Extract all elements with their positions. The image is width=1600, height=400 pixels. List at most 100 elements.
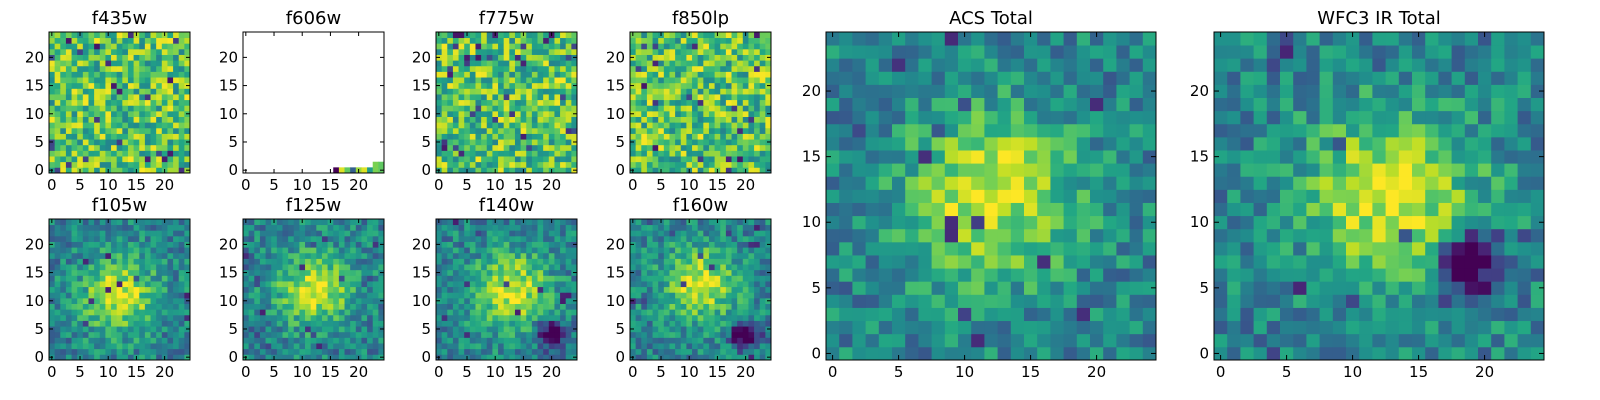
heatmap-cell xyxy=(65,241,72,248)
heatmap-cell xyxy=(265,314,272,321)
heatmap-cell xyxy=(686,150,693,157)
heatmap-cell xyxy=(161,264,168,271)
heatmap-cell xyxy=(571,161,578,168)
heatmap-cell xyxy=(1253,110,1268,125)
y-tick-label: 20 xyxy=(25,48,44,66)
heatmap-cell xyxy=(127,110,134,117)
heatmap-cell xyxy=(1266,228,1281,243)
heatmap-cell xyxy=(565,139,572,146)
heatmap-cell xyxy=(826,281,840,295)
heatmap-cell xyxy=(1332,228,1347,243)
heatmap-cell xyxy=(1090,110,1104,125)
heatmap-cell xyxy=(105,94,112,101)
heatmap-cell xyxy=(543,314,550,321)
heatmap-cell xyxy=(703,71,710,78)
heatmap-cell xyxy=(464,161,471,168)
heatmap-cell xyxy=(680,65,687,72)
heatmap-cell xyxy=(99,48,106,55)
heatmap-cell xyxy=(1306,84,1320,98)
heatmap-cell xyxy=(1332,307,1347,322)
heatmap-cell xyxy=(54,65,61,72)
heatmap-cell xyxy=(259,326,266,333)
heatmap-cell xyxy=(150,286,157,293)
heatmap-cell xyxy=(156,354,163,361)
heatmap-cell xyxy=(646,110,653,117)
heatmap-cell xyxy=(1332,215,1347,230)
heatmap-cell xyxy=(892,71,906,85)
heatmap-cell xyxy=(526,48,533,55)
heatmap-cell xyxy=(1090,215,1104,230)
heatmap-cell xyxy=(509,292,516,299)
heatmap-cell xyxy=(316,326,323,333)
heatmap-cell xyxy=(675,54,682,61)
heatmap-cell xyxy=(997,150,1012,164)
heatmap-cell xyxy=(984,281,998,295)
heatmap-cell xyxy=(531,292,538,299)
heatmap-cell xyxy=(878,281,893,295)
heatmap-cell xyxy=(1253,333,1268,348)
heatmap-cell xyxy=(663,77,670,84)
heatmap-cell xyxy=(565,71,572,78)
heatmap-cell xyxy=(1050,136,1064,151)
heatmap-cell xyxy=(565,292,572,299)
heatmap-cell xyxy=(1425,346,1439,361)
heatmap-cell xyxy=(361,252,368,259)
heatmap-cell xyxy=(248,281,255,288)
heatmap-cell xyxy=(271,224,278,231)
heatmap-cell xyxy=(1425,150,1439,164)
heatmap-cell xyxy=(646,105,653,112)
heatmap-cell xyxy=(635,65,642,72)
heatmap-cell xyxy=(1464,150,1479,164)
heatmap-cell xyxy=(492,139,499,146)
heatmap-cell xyxy=(531,309,538,316)
heatmap-cell xyxy=(111,303,118,310)
heatmap-cell xyxy=(77,297,84,304)
heatmap-cell xyxy=(1280,307,1294,322)
heatmap-cell xyxy=(571,127,578,134)
heatmap-cell xyxy=(531,48,538,55)
heatmap-cell xyxy=(184,161,191,168)
heatmap-cell xyxy=(77,122,84,129)
heatmap-cell xyxy=(1293,281,1307,295)
heatmap-cell xyxy=(167,309,174,316)
heatmap-cell xyxy=(355,230,362,237)
x-tick-label: 15 xyxy=(514,176,533,194)
y-tick-label: 0 xyxy=(811,344,821,362)
heatmap-cell xyxy=(133,348,140,355)
heatmap-cell xyxy=(372,297,379,304)
heatmap-cell xyxy=(944,333,959,348)
heatmap-cell xyxy=(1227,241,1241,256)
heatmap-cell xyxy=(531,354,538,361)
heatmap-cell xyxy=(737,167,744,174)
heatmap-cell xyxy=(1090,320,1104,335)
heatmap-cell xyxy=(697,156,704,163)
heatmap-cell xyxy=(105,348,112,355)
heatmap-cell xyxy=(282,354,289,361)
heatmap-cell xyxy=(1412,110,1426,125)
heatmap-cell xyxy=(663,156,670,163)
heatmap-cell xyxy=(686,161,693,168)
heatmap-cell xyxy=(350,331,357,338)
heatmap-cell xyxy=(697,88,704,95)
heatmap-cell xyxy=(144,116,151,123)
heatmap-cell xyxy=(167,247,174,254)
heatmap-cell xyxy=(931,150,946,164)
x-tick-label: 5 xyxy=(269,176,279,194)
heatmap-cell xyxy=(441,320,448,327)
heatmap-cell xyxy=(77,326,84,333)
heatmap-cell xyxy=(1253,241,1268,256)
heatmap-cell xyxy=(355,320,362,327)
heatmap-cell xyxy=(184,65,191,72)
heatmap-cell xyxy=(1076,241,1091,256)
heatmap-cell xyxy=(1319,32,1334,46)
heatmap-cell xyxy=(509,88,516,95)
heatmap-cell xyxy=(441,65,448,72)
heatmap-cell xyxy=(1050,255,1064,269)
heatmap-cell xyxy=(150,144,157,151)
heatmap-cell xyxy=(1142,71,1157,85)
heatmap-cell xyxy=(82,264,89,271)
heatmap-cell xyxy=(742,94,749,101)
heatmap-cell xyxy=(49,343,56,350)
heatmap-cell xyxy=(765,99,772,106)
heatmap-cell xyxy=(1240,123,1254,138)
